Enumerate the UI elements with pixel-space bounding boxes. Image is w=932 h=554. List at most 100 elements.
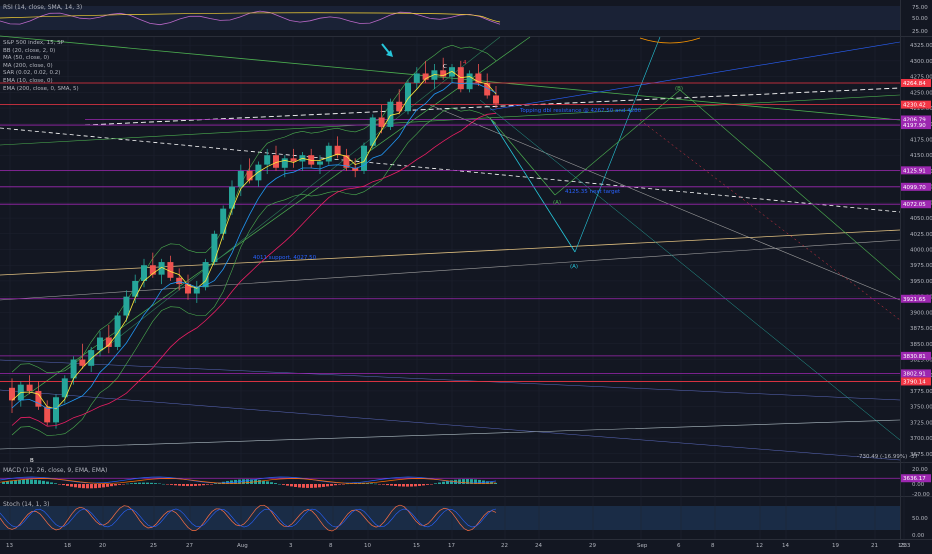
macd-histogram-bar (422, 484, 425, 486)
macd-histogram-bar (338, 484, 341, 485)
time-tick-label: 8 (329, 543, 333, 549)
price-level-tag (901, 377, 931, 386)
macd-histogram-bar (438, 482, 441, 484)
candle-body (185, 284, 191, 294)
macd-histogram-bar (314, 484, 317, 488)
chart-annotation-label: B (30, 458, 34, 464)
macd-histogram-bar (14, 480, 17, 484)
candle-body (361, 145, 367, 171)
candle-body (61, 378, 68, 398)
legend-ma50[interactable]: MA (50, close, 0) (3, 55, 50, 62)
macd-histogram-bar (18, 479, 21, 484)
macd-histogram-bar (406, 484, 409, 487)
price-tick-label: 3950.00 (910, 279, 932, 285)
macd-histogram-bar (278, 483, 281, 485)
macd-histogram-bar (202, 484, 205, 486)
candle-body (88, 350, 95, 366)
legend-symbol[interactable]: S&P 500 index, 15, SP (3, 40, 64, 46)
price-level-label: 4099.70 (903, 185, 926, 191)
macd-histogram-bar (122, 484, 125, 485)
macd-histogram-bar (150, 482, 153, 484)
macd-histogram-bar (98, 484, 101, 488)
macd-histogram-bar (50, 482, 53, 484)
macd-histogram-bar (306, 484, 309, 488)
candle-body (352, 167, 359, 171)
macd-histogram-bar (106, 484, 109, 487)
macd-histogram-bar (110, 484, 113, 487)
macd-histogram-bar (182, 484, 185, 486)
time-tick-label: 27 (186, 543, 193, 549)
macd-histogram-bar (310, 484, 313, 488)
legend-bb[interactable]: BB (20, close, 2, 0) (3, 47, 56, 54)
price-tick-label: 3750.00 (910, 405, 932, 411)
horizontal-levels[interactable] (0, 82, 900, 479)
macd-histogram-bar (158, 483, 161, 485)
macd-histogram-bar (250, 479, 253, 484)
price-axis[interactable]: 4325.004300.004275.004250.004225.004200.… (901, 5, 932, 539)
trend-line (479, 99, 901, 441)
chart-annotation-label: (A) (570, 264, 578, 270)
price-level-label: 3830.81 (903, 354, 926, 360)
legend-ema10[interactable]: EMA (10, close, 0) (3, 77, 53, 84)
candle-body (211, 233, 218, 263)
macd-histogram-bar (462, 479, 465, 484)
candle-body (413, 73, 420, 83)
macd-histogram-bar (270, 482, 273, 484)
macd-histogram-bar (486, 481, 489, 484)
candle-body (141, 265, 147, 281)
candle-body (466, 73, 473, 90)
chart-annotation-label: (B) (675, 86, 683, 92)
arrow-marker-icon[interactable] (381, 43, 393, 57)
price-tick-label: 3700.00 (910, 436, 932, 442)
macd-histogram-bar (174, 484, 177, 486)
bb-upper-line (11, 44, 497, 374)
macd-pane-title: MACD (12, 26, close, 9, EMA, EMA) (3, 467, 108, 474)
macd-histogram-bar (162, 483, 165, 485)
time-axis[interactable]: 13 18 20 25 27 Aug 3 8 10 15 17 22 24 29 Sep 6 8 12 14 19 21… (6, 543, 911, 549)
time-tick-label: 13 (6, 543, 13, 549)
grid (0, 37, 905, 539)
time-tick-label: 24 (535, 543, 542, 549)
candle-body (308, 155, 315, 165)
legend-sar[interactable]: SAR (0.02, 0.02, 0.2) (3, 70, 61, 77)
candle-body (387, 101, 394, 127)
legend-ma200[interactable]: MA (200, close, 0) (3, 62, 53, 69)
moving-averages (11, 70, 497, 427)
macd-histogram-bar (474, 479, 477, 484)
price-level-label: 4072.05 (903, 202, 926, 208)
rsi-tick-label: 75.00 (912, 5, 928, 11)
macd-histogram-bar (154, 483, 157, 484)
price-tick-label: 3725.00 (910, 420, 932, 426)
macd-histogram-bar (6, 481, 9, 484)
candle-body (334, 145, 341, 156)
price-level-tag (901, 182, 931, 191)
trend-line-drawings[interactable] (0, 35, 901, 461)
macd-histogram-bar (198, 484, 201, 486)
macd-histogram-bar (458, 479, 461, 484)
rsi-tick-label: 50.00 (912, 16, 928, 22)
trend-line (489, 117, 556, 196)
price-tick-label: 4225.00 (910, 106, 932, 112)
time-tick-label: 12 (756, 543, 763, 549)
chart-annotations[interactable]: C 4 (B) (A) (A) B 4125.35 next target Topping d… (30, 60, 918, 464)
candle-body (123, 296, 130, 316)
candle-body (440, 70, 447, 77)
stoch-indicator (0, 504, 497, 532)
stoch-pane-title: Stoch (14, 1, 3) (3, 501, 50, 508)
macd-histogram-bar (206, 484, 209, 485)
macd-histogram-bar (402, 484, 405, 487)
price-tick-label: 4325.00 (910, 43, 932, 49)
macd-histogram-bar (26, 479, 29, 484)
macd-histogram-bar (178, 484, 181, 486)
legend-ema200[interactable]: EMA (200, close, 0, SMA, 5) (3, 85, 79, 92)
macd-histogram-bar (390, 484, 393, 486)
macd-histogram-bar (114, 484, 117, 486)
ma200-line (11, 112, 497, 427)
price-tick-label: 3825.00 (910, 358, 932, 364)
macd-histogram-bar (142, 482, 145, 484)
macd-histogram-bar (70, 484, 73, 487)
macd-histogram-bar (386, 484, 389, 486)
macd-histogram-bar (450, 480, 453, 484)
